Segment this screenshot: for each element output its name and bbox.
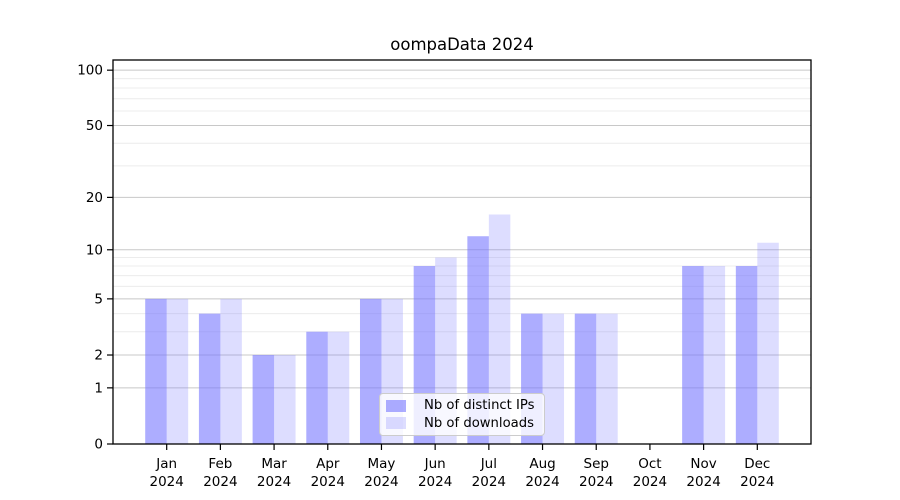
x-tick-label-year: 2024: [418, 474, 452, 490]
y-tick-label: 2: [94, 348, 103, 364]
y-tick-label: 100: [77, 63, 103, 79]
bar-sep-ips: [574, 313, 597, 444]
x-tick-label-year: 2024: [740, 474, 774, 490]
x-tick-label-month: Mar: [261, 456, 287, 472]
legend: Nb of distinct IPs Nb of downloads: [379, 393, 545, 436]
bar-aug-downloads: [542, 313, 565, 444]
legend-label-downloads: Nb of downloads: [424, 415, 534, 431]
x-tick-label-month: Jun: [424, 456, 446, 472]
x-tick-label-year: 2024: [311, 474, 345, 490]
x-tick-label-year: 2024: [686, 474, 720, 490]
x-tick-label-year: 2024: [203, 474, 237, 490]
x-tick-label-year: 2024: [472, 474, 506, 490]
x-tick-label-month: Oct: [638, 456, 661, 472]
x-tick-label-month: Nov: [690, 456, 716, 472]
x-tick-label-month: Feb: [208, 456, 232, 472]
y-tick-label: 0: [94, 437, 103, 453]
bar-jan-ips: [145, 298, 167, 444]
y-tick-label: 5: [94, 291, 103, 307]
bar-dec-ips: [735, 266, 758, 444]
chart-title: oompaData 2024: [390, 35, 534, 54]
bar-jan-downloads: [166, 298, 189, 444]
x-tick-label-month: Jan: [155, 456, 177, 472]
bar-dec-downloads: [757, 242, 779, 444]
y-tick-label: 1: [94, 380, 103, 396]
plot-border: [112, 59, 812, 445]
x-tick-label-year: 2024: [633, 474, 667, 490]
legend-item-downloads: Nb of downloads: [386, 415, 538, 432]
x-tick-label-year: 2024: [364, 474, 398, 490]
x-tick-label-month: Apr: [316, 456, 340, 472]
legend-label-distinct-ips: Nb of distinct IPs: [424, 398, 535, 414]
legend-swatch-downloads: [386, 417, 406, 430]
bar-may-ips: [359, 298, 382, 444]
bar-jul-downloads: [488, 214, 511, 444]
x-tick-label-month: May: [368, 456, 396, 472]
x-tick-label-month: Sep: [584, 456, 609, 472]
x-tick-label-month: Dec: [744, 456, 770, 472]
bar-nov-downloads: [703, 266, 726, 444]
y-tick-label: 10: [86, 242, 103, 258]
y-tick-label: 20: [86, 190, 103, 206]
x-tick-label-month: Jul: [480, 456, 497, 472]
bar-mar-downloads: [274, 355, 296, 444]
legend-item-distinct-ips: Nb of distinct IPs: [386, 397, 538, 414]
bar-sep-downloads: [596, 313, 618, 444]
x-tick-label-year: 2024: [257, 474, 291, 490]
bar-apr-ips: [306, 331, 328, 444]
x-tick-label-year: 2024: [579, 474, 613, 490]
bar-mar-ips: [252, 355, 275, 444]
bar-feb-downloads: [220, 298, 242, 444]
x-tick-label-month: Aug: [529, 456, 555, 472]
bar-nov-ips: [682, 266, 704, 444]
legend-swatch-distinct-ips: [386, 399, 406, 412]
bar-apr-downloads: [327, 331, 350, 444]
bar-feb-ips: [198, 313, 221, 444]
x-tick-label-year: 2024: [150, 474, 184, 490]
y-tick-label: 50: [86, 118, 103, 134]
x-tick-label-year: 2024: [525, 474, 559, 490]
bar-jul-ips: [467, 236, 489, 444]
